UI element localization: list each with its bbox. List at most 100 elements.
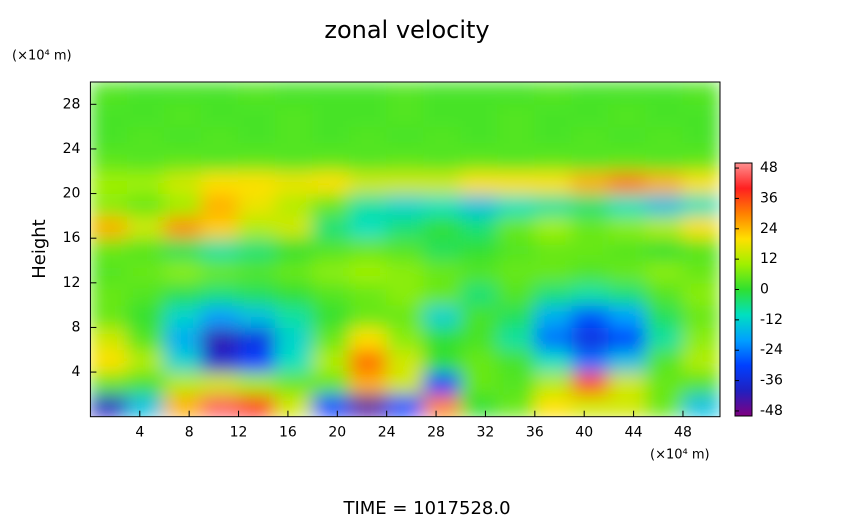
cell (349, 103, 388, 128)
cell (645, 148, 684, 172)
cell (534, 126, 573, 150)
cell (163, 215, 203, 239)
y-tick-label: 24 (63, 141, 81, 157)
x-tick-label: 36 (526, 425, 544, 441)
cell (423, 260, 462, 284)
cell (497, 148, 536, 172)
cell (163, 304, 203, 328)
cell (275, 371, 314, 395)
cell (534, 260, 573, 284)
cell (423, 237, 462, 262)
cell (682, 170, 720, 195)
colorbar-tick-label: -24 (760, 342, 783, 358)
cell (238, 260, 277, 284)
cell (275, 326, 314, 351)
colorbar-tick-label: -36 (760, 373, 783, 389)
cell (201, 193, 240, 217)
cell (682, 304, 720, 328)
cell (460, 371, 499, 395)
cell (534, 193, 573, 217)
cell (460, 237, 499, 262)
cell (163, 82, 203, 105)
x-tick-label: 8 (185, 425, 194, 441)
cell (571, 371, 610, 395)
cell (608, 103, 647, 128)
cell (201, 237, 240, 262)
x-tick-label: 12 (230, 425, 248, 441)
cell (90, 304, 128, 328)
cell (497, 170, 536, 195)
cell (608, 170, 647, 195)
cell (163, 282, 203, 306)
cell (349, 326, 388, 351)
cell (497, 237, 536, 262)
cell (682, 148, 720, 172)
cell (423, 82, 462, 105)
cell (645, 170, 684, 195)
cell (90, 282, 128, 306)
cell (275, 82, 314, 105)
cell (312, 193, 351, 217)
cell (645, 304, 684, 328)
cell (201, 260, 240, 284)
cell (423, 126, 462, 150)
cell (163, 349, 203, 373)
cell (571, 170, 610, 195)
cell (460, 326, 499, 351)
cell (201, 126, 240, 150)
cell (90, 215, 128, 239)
y-tick-label: 16 (63, 230, 81, 246)
cell (460, 148, 499, 172)
cell (386, 82, 425, 105)
y-tick-label: 28 (63, 96, 81, 112)
cell (460, 282, 499, 306)
cell (645, 215, 684, 239)
cell (423, 282, 462, 306)
cell (682, 326, 720, 351)
cell (163, 326, 203, 351)
cell (645, 371, 684, 395)
cell (90, 82, 128, 105)
cell (423, 103, 462, 128)
cell (682, 103, 720, 128)
colorbar-tick-label: 48 (760, 160, 778, 176)
cell (238, 215, 277, 239)
cell (275, 103, 314, 128)
cell (201, 393, 240, 417)
cell (349, 282, 388, 306)
cell (126, 103, 165, 128)
cell (682, 82, 720, 105)
cell (238, 393, 277, 417)
cell (349, 349, 388, 373)
cell (460, 215, 499, 239)
cell (497, 193, 536, 217)
cell (126, 215, 165, 239)
cell (275, 126, 314, 150)
cell (90, 237, 128, 262)
cell (238, 193, 277, 217)
cell (163, 126, 203, 150)
cell (90, 326, 128, 351)
cell (460, 393, 499, 417)
cell (534, 393, 573, 417)
cell (608, 349, 647, 373)
cell (534, 237, 573, 262)
colorbar-tick-label: 12 (760, 251, 778, 267)
cell (608, 393, 647, 417)
cell (238, 304, 277, 328)
cell (90, 349, 128, 373)
cell (497, 326, 536, 351)
cell (90, 126, 128, 150)
cell (126, 282, 165, 306)
cell (423, 349, 462, 373)
cell (571, 349, 610, 373)
cell (534, 103, 573, 128)
x-tick-label: 48 (674, 425, 692, 441)
cell (386, 326, 425, 351)
cell (126, 349, 165, 373)
cell (275, 260, 314, 284)
cell (238, 170, 277, 195)
cell (126, 260, 165, 284)
cell (682, 237, 720, 262)
cell (275, 393, 314, 417)
